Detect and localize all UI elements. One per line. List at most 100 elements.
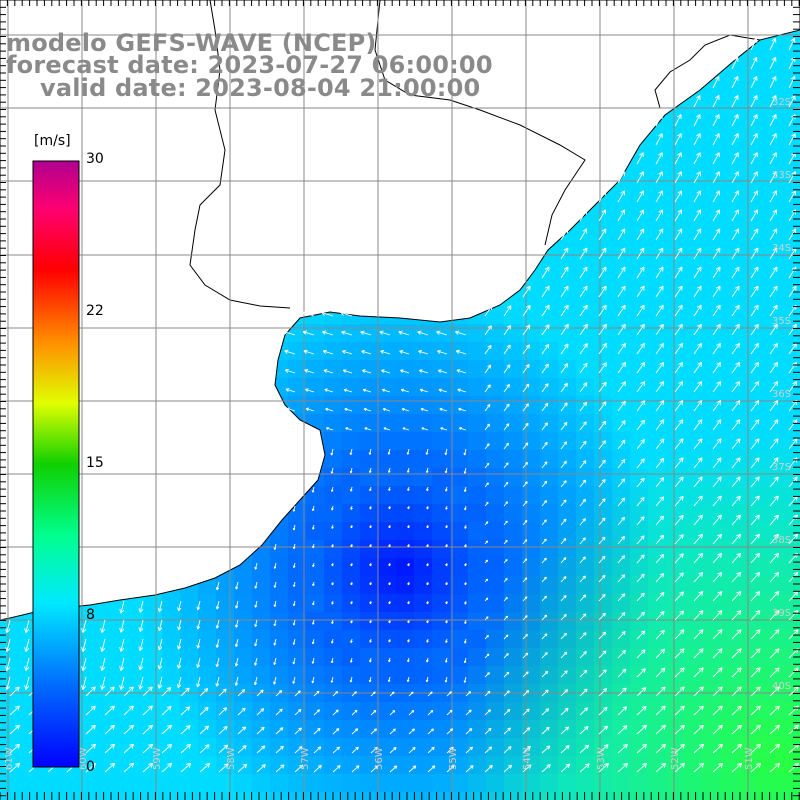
wind-arrow <box>541 726 550 735</box>
wind-arrow <box>349 486 353 492</box>
wind-arrow <box>769 400 779 412</box>
wind-arrow <box>750 438 760 450</box>
wind-arrow <box>712 114 720 127</box>
wind-arrow <box>541 500 547 507</box>
wind-arrow <box>312 600 315 606</box>
wind-arrow <box>157 657 163 670</box>
wind-arrow <box>292 524 296 531</box>
wind-arrow <box>503 305 512 317</box>
lon-label: 51W <box>744 747 755 770</box>
wind-arrow <box>693 114 701 127</box>
wind-arrow <box>351 746 359 754</box>
lon-label: 54W <box>522 747 533 770</box>
wind-arrow <box>655 190 663 203</box>
wind-arrow <box>636 228 645 241</box>
wind-arrow <box>788 342 797 355</box>
wind-arrow <box>617 304 626 317</box>
colorbar-unit: [m/s] <box>34 133 71 149</box>
wind-arrow <box>769 190 777 203</box>
wind-arrow <box>426 562 429 567</box>
wind-arrow <box>560 595 567 602</box>
wind-arrow <box>579 228 588 241</box>
wind-arrow <box>750 495 760 507</box>
wind-arrow <box>119 619 125 633</box>
wind-arrow <box>560 689 569 697</box>
wind-arrow <box>286 407 296 412</box>
wind-arrow <box>387 448 391 455</box>
wind-arrow <box>617 497 626 507</box>
wind-arrow <box>769 362 779 374</box>
wind-arrow <box>161 724 172 735</box>
wind-arrow <box>484 578 489 583</box>
wind-arrow <box>81 638 87 652</box>
wind-arrow <box>617 555 626 564</box>
wind-arrow <box>275 689 283 697</box>
wind-arrow <box>273 657 277 666</box>
wind-arrow <box>769 381 779 393</box>
wind-arrow <box>541 461 548 469</box>
wind-arrow <box>598 459 606 469</box>
wind-arrow <box>636 342 645 355</box>
wind-arrow <box>579 688 588 697</box>
wind-arrow <box>579 594 587 602</box>
model-title: modelo GEFS-WAVE (NCEP) <box>6 29 377 57</box>
wind-arrow <box>636 304 645 317</box>
wind-arrow <box>85 724 96 735</box>
wind-arrow <box>419 388 429 393</box>
wind-arrow <box>617 536 625 545</box>
wind-arrow <box>560 304 569 317</box>
wind-arrow <box>598 536 606 545</box>
wind-arrow <box>503 539 508 545</box>
wind-arrow <box>503 384 510 393</box>
wind-arrow <box>427 709 434 716</box>
wind-arrow <box>541 363 549 374</box>
wind-arrow <box>579 575 586 583</box>
wind-arrow <box>750 724 761 735</box>
wind-arrow <box>522 324 531 336</box>
wind-arrow <box>636 630 646 640</box>
wind-arrow <box>636 649 646 659</box>
wind-arrow <box>541 614 548 621</box>
wind-arrow <box>750 152 758 165</box>
wind-arrow <box>446 728 454 735</box>
wind-arrow <box>617 381 626 393</box>
wind-arrow <box>104 724 115 735</box>
wind-arrow <box>541 576 547 583</box>
wind-arrow <box>446 765 455 773</box>
wind-arrow <box>351 709 358 716</box>
wind-arrow <box>712 762 724 773</box>
wind-arrow <box>81 676 87 690</box>
wind-arrow <box>503 481 509 488</box>
wind-arrow <box>292 505 296 512</box>
wind-arrow <box>674 304 683 317</box>
wind-arrow <box>81 619 87 633</box>
lat-label: 37S <box>772 462 791 473</box>
wind-arrow <box>458 407 467 412</box>
wind-arrow <box>215 619 220 629</box>
wind-arrow <box>400 369 410 374</box>
lat-label: 40S <box>772 681 791 692</box>
wind-arrow <box>104 686 115 697</box>
wind-arrow <box>294 764 304 773</box>
wind-arrow <box>617 209 626 222</box>
wind-arrow <box>750 190 758 203</box>
wind-arrow <box>85 762 97 773</box>
wind-arrow <box>426 505 429 510</box>
wind-arrow <box>484 482 489 488</box>
wind-arrow <box>273 638 277 646</box>
wind-arrow <box>444 657 448 663</box>
wind-arrow <box>406 467 410 473</box>
wind-arrow <box>560 285 569 298</box>
wind-arrow <box>731 419 741 431</box>
wind-arrow <box>674 247 683 260</box>
wind-arrow <box>769 591 780 602</box>
wind-arrow <box>104 762 116 773</box>
wind-arrow <box>655 438 665 450</box>
wind-arrow <box>484 501 489 507</box>
wind-arrow <box>407 562 410 567</box>
wind-arrow <box>408 710 415 716</box>
wind-arrow <box>322 330 334 336</box>
wind-arrow <box>340 311 353 317</box>
wind-arrow <box>636 477 645 488</box>
wind-arrow <box>407 524 410 529</box>
